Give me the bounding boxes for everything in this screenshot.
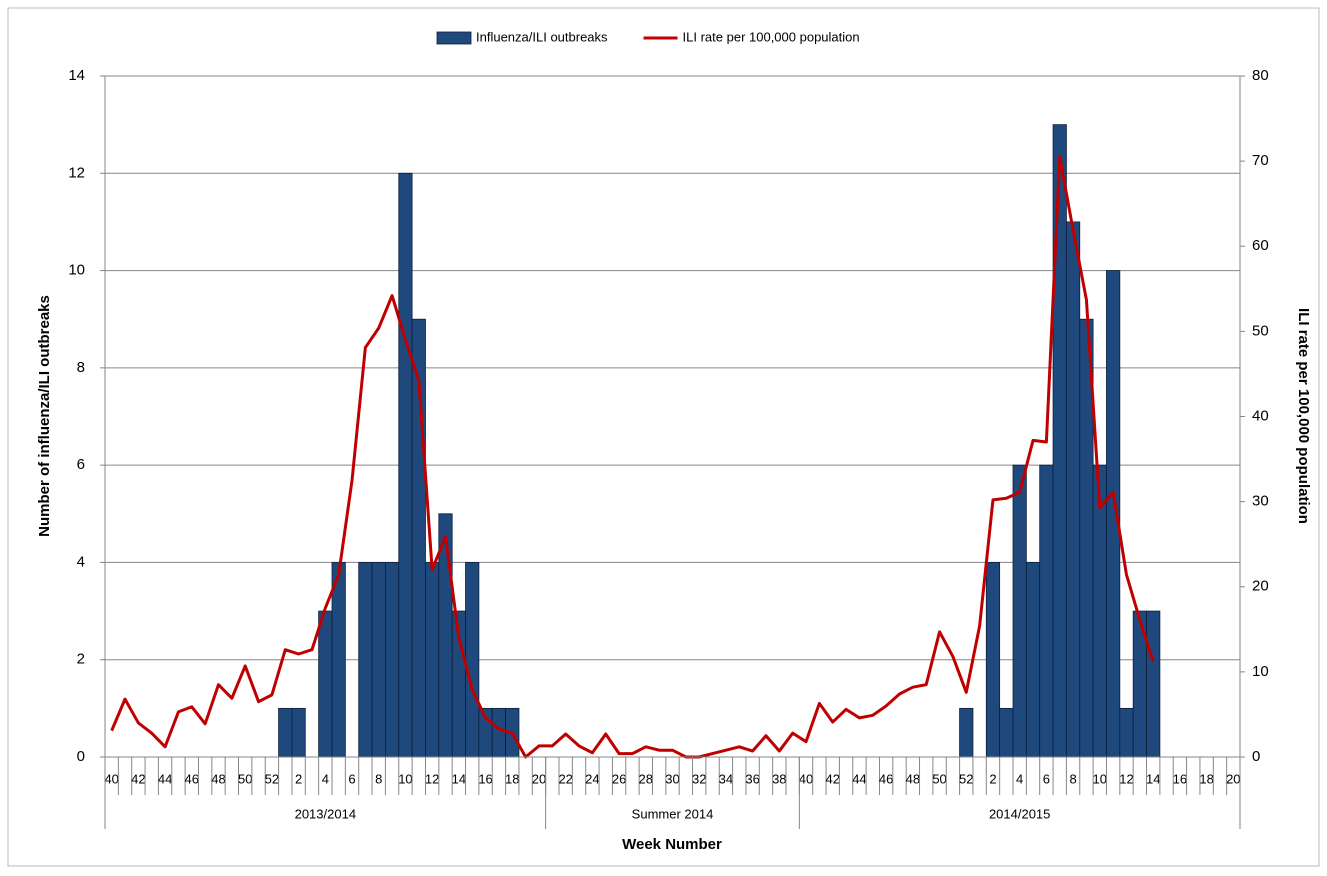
x-tick-label: 6	[1043, 771, 1050, 786]
bar	[959, 707, 974, 758]
x-tick-label: 50	[932, 771, 946, 786]
bar	[999, 707, 1014, 758]
y-axis-title: Number of influenza/ILI outbreaks	[36, 295, 53, 537]
y2-tick-label: 30	[1252, 493, 1269, 510]
x-tick-label: 10	[398, 771, 412, 786]
x-tick-label: 46	[879, 771, 893, 786]
bar	[358, 562, 373, 758]
x-tick-label: 20	[1226, 771, 1240, 786]
bar	[331, 562, 346, 758]
x-tick-label: 6	[348, 771, 355, 786]
y2-tick-label: 60	[1252, 237, 1269, 254]
y-tick-label: 10	[68, 262, 85, 279]
bar	[1025, 562, 1041, 758]
y-tick-label: 4	[77, 553, 85, 570]
x-tick-label: 12	[1119, 771, 1133, 786]
x-tick-label: 40	[799, 771, 813, 786]
x-tick-label: 2	[989, 771, 996, 786]
y2-tick-label: 40	[1252, 407, 1269, 424]
x-group-label: Summer 2014	[632, 806, 714, 821]
x-tick-label: 20	[532, 771, 546, 786]
bar	[985, 562, 1001, 758]
x-tick-label: 14	[452, 771, 466, 786]
bar	[425, 562, 440, 758]
x-tick-label: 30	[665, 771, 679, 786]
y2-tick-label: 0	[1252, 748, 1260, 765]
legend-label: Influenza/ILI outbreaks	[476, 29, 608, 44]
x-tick-label: 44	[158, 771, 172, 786]
x-group-label: 2014/2015	[989, 806, 1050, 821]
bar	[1039, 464, 1054, 758]
x-tick-label: 18	[1199, 771, 1213, 786]
y-tick-label: 2	[77, 651, 85, 668]
bar	[318, 610, 333, 758]
x-tick-label: 18	[505, 771, 519, 786]
x-tick-label: 42	[131, 771, 145, 786]
line	[110, 155, 1155, 759]
y-tick-label: 6	[77, 456, 85, 473]
x-tick-label: 48	[906, 771, 920, 786]
x-tick-label: 26	[612, 771, 626, 786]
y-tick-label: 0	[77, 748, 85, 765]
x-tick-label: 44	[852, 771, 866, 786]
x-tick-label: 48	[211, 771, 225, 786]
x-tick-label: 2	[295, 771, 302, 786]
x-tick-label: 10	[1093, 771, 1107, 786]
x-tick-label: 28	[639, 771, 653, 786]
bar	[1066, 221, 1081, 758]
bar	[278, 707, 293, 758]
x-tick-label: 52	[265, 771, 279, 786]
legend-label: ILI rate per 100,000 population	[683, 29, 860, 44]
bar	[1146, 610, 1161, 758]
y-tick-label: 12	[68, 164, 85, 181]
bar	[1012, 464, 1027, 758]
x-axis-title: Week Number	[622, 836, 722, 853]
bar	[371, 562, 386, 758]
x-tick-label: 52	[959, 771, 973, 786]
x-tick-label: 4	[322, 771, 329, 786]
y2-tick-label: 70	[1252, 152, 1269, 169]
x-tick-label: 42	[826, 771, 840, 786]
x-tick-label: 34	[719, 771, 733, 786]
y2-axis-title: ILI rate per 100,000 population	[1295, 308, 1312, 524]
bar	[291, 707, 306, 758]
x-tick-label: 38	[772, 771, 786, 786]
y2-tick-label: 10	[1252, 663, 1269, 680]
x-tick-label: 12	[425, 771, 439, 786]
y-tick-label: 14	[68, 67, 85, 84]
legend-swatch	[436, 31, 472, 45]
x-tick-label: 16	[478, 771, 492, 786]
x-tick-label: 14	[1146, 771, 1160, 786]
x-tick-label: 4	[1016, 771, 1023, 786]
y2-tick-label: 50	[1252, 322, 1269, 339]
bar	[398, 172, 413, 758]
y2-tick-label: 20	[1252, 578, 1269, 595]
x-tick-label: 22	[558, 771, 572, 786]
x-tick-label: 36	[745, 771, 759, 786]
y2-tick-label: 80	[1252, 67, 1269, 84]
bar	[385, 562, 400, 758]
x-group-label: 2013/2014	[295, 806, 356, 821]
x-tick-label: 40	[104, 771, 118, 786]
x-tick-label: 24	[585, 771, 599, 786]
x-tick-label: 8	[375, 771, 382, 786]
x-tick-label: 16	[1173, 771, 1187, 786]
x-tick-label: 46	[185, 771, 199, 786]
bar	[465, 562, 480, 758]
x-tick-label: 32	[692, 771, 706, 786]
bar	[491, 707, 506, 758]
bar	[1119, 707, 1134, 758]
x-tick-label: 8	[1069, 771, 1076, 786]
x-tick-label: 50	[238, 771, 252, 786]
y-tick-label: 8	[77, 359, 85, 376]
bar	[1052, 124, 1067, 758]
